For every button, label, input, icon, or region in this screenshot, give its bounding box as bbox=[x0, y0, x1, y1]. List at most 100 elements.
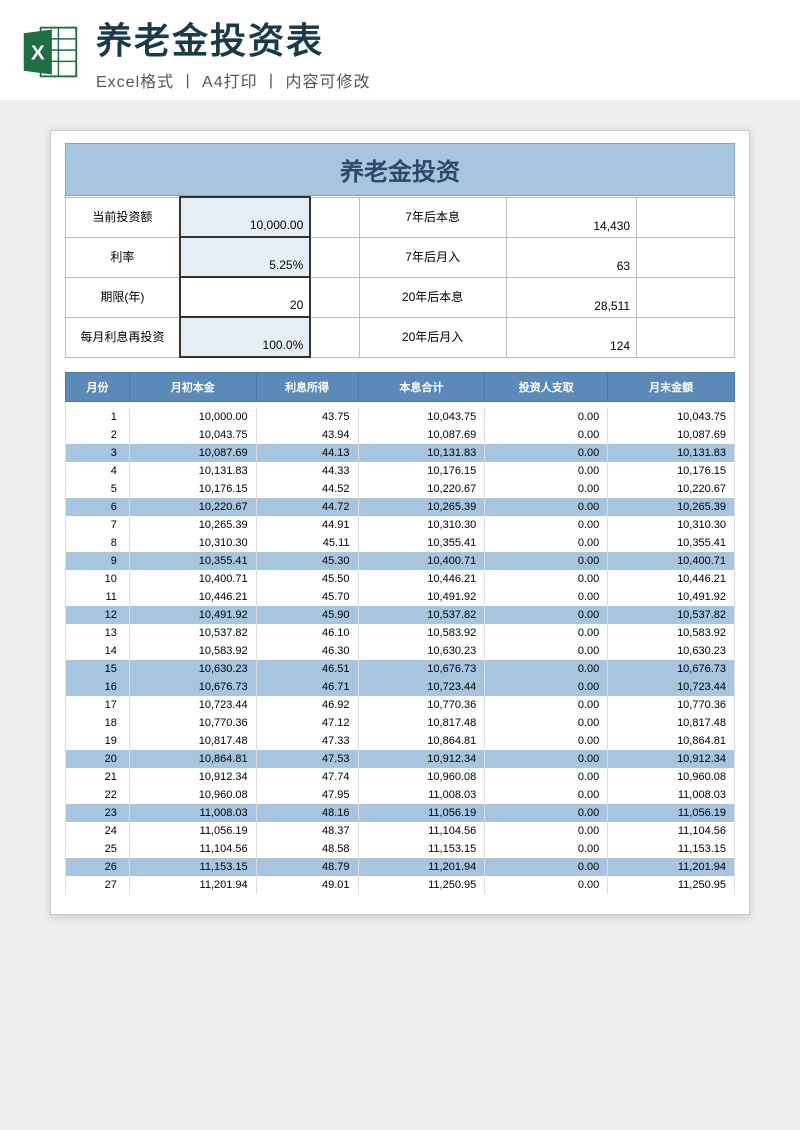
cell: 10,723.44 bbox=[608, 678, 735, 696]
cell: 15 bbox=[66, 660, 130, 678]
spacer bbox=[310, 317, 359, 357]
cell: 10,864.81 bbox=[608, 732, 735, 750]
param-input[interactable]: 20 bbox=[180, 277, 311, 317]
cell: 11,008.03 bbox=[129, 804, 256, 822]
param-input[interactable]: 100.0% bbox=[180, 317, 311, 357]
cell: 10,960.08 bbox=[358, 768, 485, 786]
cell: 10,583.92 bbox=[358, 624, 485, 642]
cell: 11,008.03 bbox=[608, 786, 735, 804]
cell: 0.00 bbox=[485, 624, 608, 642]
cell: 0.00 bbox=[485, 786, 608, 804]
cell: 10,043.75 bbox=[358, 408, 485, 426]
cell: 10,400.71 bbox=[129, 570, 256, 588]
spacer bbox=[637, 277, 735, 317]
cell: 7 bbox=[66, 516, 130, 534]
cell: 10,176.15 bbox=[358, 462, 485, 480]
cell: 46.10 bbox=[256, 624, 358, 642]
cell: 0.00 bbox=[485, 534, 608, 552]
table-row: 2511,104.5648.5811,153.150.0011,153.15 bbox=[66, 840, 735, 858]
cell: 3 bbox=[66, 444, 130, 462]
cell: 0.00 bbox=[485, 588, 608, 606]
spreadsheet: 养老金投资 当前投资额10,000.007年后本息14,430利率5.25%7年… bbox=[50, 130, 750, 915]
table-row: 610,220.6744.7210,265.390.0010,265.39 bbox=[66, 498, 735, 516]
table-row: 1810,770.3647.1210,817.480.0010,817.48 bbox=[66, 714, 735, 732]
cell: 10,583.92 bbox=[608, 624, 735, 642]
cell: 10,864.81 bbox=[358, 732, 485, 750]
table-row: 1110,446.2145.7010,491.920.0010,491.92 bbox=[66, 588, 735, 606]
cell: 10,176.15 bbox=[608, 462, 735, 480]
spacer bbox=[310, 237, 359, 277]
cell: 10,355.41 bbox=[608, 534, 735, 552]
cell: 44.33 bbox=[256, 462, 358, 480]
cell: 8 bbox=[66, 534, 130, 552]
column-header: 利息所得 bbox=[256, 373, 358, 402]
output-value: 63 bbox=[506, 237, 637, 277]
cell: 10,676.73 bbox=[129, 678, 256, 696]
cell: 0.00 bbox=[485, 714, 608, 732]
cell: 25 bbox=[66, 840, 130, 858]
cell: 10,043.75 bbox=[129, 426, 256, 444]
table-row: 810,310.3045.1110,355.410.0010,355.41 bbox=[66, 534, 735, 552]
cell: 10,446.21 bbox=[608, 570, 735, 588]
cell: 10,676.73 bbox=[358, 660, 485, 678]
table-row: 2711,201.9449.0111,250.950.0011,250.95 bbox=[66, 876, 735, 894]
cell: 0.00 bbox=[485, 732, 608, 750]
table-row: 1310,537.8246.1010,583.920.0010,583.92 bbox=[66, 624, 735, 642]
cell: 10,912.34 bbox=[358, 750, 485, 768]
cell: 6 bbox=[66, 498, 130, 516]
cell: 46.92 bbox=[256, 696, 358, 714]
param-input[interactable]: 10,000.00 bbox=[180, 197, 311, 237]
template-title: 养老金投资表 bbox=[96, 12, 780, 64]
spacer bbox=[310, 197, 359, 237]
cell: 10,446.21 bbox=[129, 588, 256, 606]
cell: 0.00 bbox=[485, 516, 608, 534]
spacer bbox=[637, 237, 735, 277]
cell: 14 bbox=[66, 642, 130, 660]
cell: 10,000.00 bbox=[129, 408, 256, 426]
table-row: 510,176.1544.5210,220.670.0010,220.67 bbox=[66, 480, 735, 498]
cell: 0.00 bbox=[485, 750, 608, 768]
cell: 10,043.75 bbox=[608, 408, 735, 426]
spacer bbox=[637, 197, 735, 237]
cell: 10,770.36 bbox=[129, 714, 256, 732]
cell: 0.00 bbox=[485, 498, 608, 516]
cell: 44.52 bbox=[256, 480, 358, 498]
cell: 27 bbox=[66, 876, 130, 894]
cell: 44.91 bbox=[256, 516, 358, 534]
cell: 45.50 bbox=[256, 570, 358, 588]
table-row: 1510,630.2346.5110,676.730.0010,676.73 bbox=[66, 660, 735, 678]
cell: 10,583.92 bbox=[129, 642, 256, 660]
cell: 48.37 bbox=[256, 822, 358, 840]
cell: 0.00 bbox=[485, 606, 608, 624]
output-value: 124 bbox=[506, 317, 637, 357]
cell: 10,446.21 bbox=[358, 570, 485, 588]
table-row: 1710,723.4446.9210,770.360.0010,770.36 bbox=[66, 696, 735, 714]
cell: 11,104.56 bbox=[358, 822, 485, 840]
cell: 0.00 bbox=[485, 426, 608, 444]
cell: 10,912.34 bbox=[608, 750, 735, 768]
cell: 10,491.92 bbox=[129, 606, 256, 624]
cell: 10,400.71 bbox=[358, 552, 485, 570]
param-input[interactable]: 5.25% bbox=[180, 237, 311, 277]
output-value: 14,430 bbox=[506, 197, 637, 237]
table-row: 2110,912.3447.7410,960.080.0010,960.08 bbox=[66, 768, 735, 786]
cell: 10,176.15 bbox=[129, 480, 256, 498]
page-area: 养老金投资 当前投资额10,000.007年后本息14,430利率5.25%7年… bbox=[0, 100, 800, 955]
cell: 0.00 bbox=[485, 570, 608, 588]
cell: 10,220.67 bbox=[358, 480, 485, 498]
cell: 10,310.30 bbox=[608, 516, 735, 534]
cell: 10,265.39 bbox=[608, 498, 735, 516]
cell: 46.30 bbox=[256, 642, 358, 660]
cell: 21 bbox=[66, 768, 130, 786]
cell: 10,723.44 bbox=[129, 696, 256, 714]
table-row: 210,043.7543.9410,087.690.0010,087.69 bbox=[66, 426, 735, 444]
cell: 11,201.94 bbox=[608, 858, 735, 876]
cell: 11,250.95 bbox=[358, 876, 485, 894]
cell: 10,960.08 bbox=[608, 768, 735, 786]
table-row: 2311,008.0348.1611,056.190.0011,056.19 bbox=[66, 804, 735, 822]
cell: 13 bbox=[66, 624, 130, 642]
cell: 23 bbox=[66, 804, 130, 822]
cell: 0.00 bbox=[485, 876, 608, 894]
sheet-title: 养老金投资 bbox=[65, 143, 735, 196]
param-label: 利率 bbox=[66, 237, 180, 277]
